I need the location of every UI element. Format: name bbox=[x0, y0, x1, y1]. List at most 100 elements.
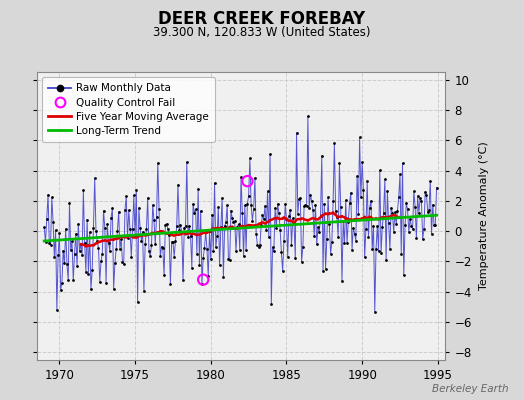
Point bbox=[282, 216, 291, 222]
Point bbox=[193, 250, 201, 257]
Point bbox=[123, 234, 132, 241]
Point bbox=[137, 237, 146, 244]
Point bbox=[97, 258, 105, 265]
Point bbox=[387, 205, 395, 211]
Point bbox=[281, 201, 289, 207]
Point bbox=[170, 254, 178, 260]
Point bbox=[224, 256, 233, 262]
Point bbox=[238, 210, 246, 216]
Point bbox=[239, 253, 248, 260]
Point bbox=[286, 206, 294, 213]
Point bbox=[106, 248, 114, 254]
Point bbox=[407, 223, 416, 229]
Point bbox=[146, 253, 155, 259]
Point bbox=[296, 194, 304, 201]
Point bbox=[428, 231, 436, 237]
Point bbox=[271, 205, 279, 211]
Point bbox=[264, 188, 272, 194]
Point bbox=[320, 201, 329, 207]
Point bbox=[425, 207, 433, 214]
Point bbox=[345, 200, 354, 206]
Point bbox=[265, 234, 273, 241]
Point bbox=[58, 280, 66, 286]
Point bbox=[429, 201, 437, 208]
Point bbox=[161, 222, 170, 228]
Point bbox=[166, 281, 174, 288]
Point bbox=[379, 210, 388, 216]
Point bbox=[377, 250, 385, 256]
Point bbox=[293, 210, 302, 217]
Point bbox=[48, 194, 56, 201]
Point bbox=[113, 228, 122, 234]
Point bbox=[333, 214, 341, 220]
Point bbox=[77, 241, 85, 248]
Point bbox=[112, 246, 121, 252]
Point bbox=[140, 288, 148, 294]
Point bbox=[316, 213, 325, 219]
Point bbox=[127, 254, 136, 261]
Y-axis label: Temperature Anomaly (°C): Temperature Anomaly (°C) bbox=[479, 142, 489, 290]
Point bbox=[93, 238, 102, 244]
Point bbox=[413, 193, 422, 199]
Point bbox=[215, 262, 224, 268]
Point bbox=[290, 220, 298, 226]
Point bbox=[259, 216, 268, 222]
Point bbox=[312, 241, 321, 247]
Point bbox=[89, 225, 97, 231]
Point bbox=[191, 206, 200, 213]
Point bbox=[70, 251, 79, 257]
Point bbox=[373, 223, 381, 229]
Point bbox=[116, 246, 124, 252]
Point bbox=[361, 254, 369, 261]
Point bbox=[145, 247, 153, 254]
Point bbox=[256, 241, 264, 248]
Point bbox=[141, 241, 149, 248]
Point bbox=[311, 202, 320, 208]
Point bbox=[134, 299, 142, 306]
Point bbox=[87, 286, 95, 292]
Point bbox=[243, 201, 252, 207]
Point bbox=[74, 221, 82, 227]
Point bbox=[368, 246, 376, 252]
Point bbox=[363, 178, 372, 184]
Point bbox=[234, 221, 243, 227]
Point bbox=[172, 223, 181, 229]
Point bbox=[326, 251, 335, 257]
Text: 39.300 N, 120.833 W (United States): 39.300 N, 120.833 W (United States) bbox=[153, 26, 371, 39]
Point bbox=[212, 244, 220, 250]
Point bbox=[250, 174, 259, 181]
Point bbox=[408, 226, 417, 232]
Point bbox=[222, 219, 230, 225]
Point bbox=[305, 205, 313, 211]
Point bbox=[258, 212, 267, 218]
Point bbox=[249, 206, 258, 212]
Point bbox=[417, 198, 425, 204]
Point bbox=[412, 234, 421, 241]
Point bbox=[72, 230, 80, 237]
Legend: Raw Monthly Data, Quality Control Fail, Five Year Moving Average, Long-Term Tren: Raw Monthly Data, Quality Control Fail, … bbox=[42, 77, 215, 142]
Point bbox=[397, 250, 406, 257]
Point bbox=[69, 277, 78, 284]
Point bbox=[188, 264, 196, 271]
Point bbox=[205, 227, 214, 234]
Point bbox=[332, 208, 340, 215]
Point bbox=[100, 207, 108, 214]
Point bbox=[370, 308, 379, 315]
Point bbox=[421, 188, 429, 195]
Point bbox=[432, 184, 441, 191]
Point bbox=[150, 217, 158, 224]
Point bbox=[367, 198, 375, 204]
Point bbox=[324, 194, 332, 200]
Point bbox=[266, 151, 274, 158]
Point bbox=[225, 257, 234, 264]
Point bbox=[334, 234, 342, 240]
Point bbox=[190, 210, 199, 216]
Point bbox=[53, 307, 61, 313]
Point bbox=[108, 205, 116, 212]
Point bbox=[374, 248, 383, 254]
Point bbox=[231, 218, 239, 224]
Point bbox=[110, 286, 118, 292]
Point bbox=[59, 247, 68, 254]
Point bbox=[92, 228, 100, 234]
Point bbox=[176, 222, 184, 228]
